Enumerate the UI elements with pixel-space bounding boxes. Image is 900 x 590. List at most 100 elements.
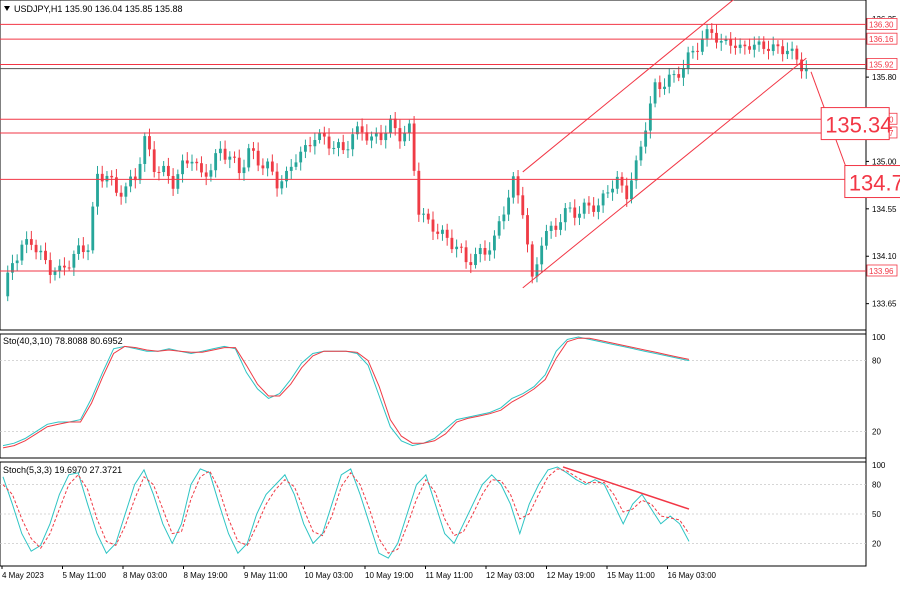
candle-body <box>318 133 322 141</box>
stochastic-5-tick-label: 20 <box>872 539 881 548</box>
candle-body <box>592 205 596 212</box>
stochastic-40-tick-label: 100 <box>872 333 886 342</box>
candle-body <box>677 74 681 78</box>
candle-body <box>25 239 29 245</box>
symbol-info-label: USDJPY,H1 135.90 136.04 135.85 135.88 <box>14 4 182 14</box>
candle-body <box>445 229 449 238</box>
candle-body <box>516 176 520 196</box>
candle-body <box>181 160 184 175</box>
target-annotation-box <box>844 165 900 199</box>
candle-body <box>228 156 232 160</box>
candle-body <box>686 52 690 69</box>
time-tick-label: 9 May 11:00 <box>244 571 288 580</box>
candle-body <box>785 50 789 55</box>
candle-body <box>204 172 208 177</box>
candle-body <box>105 175 109 182</box>
target-annotation-label: 135.34 <box>825 113 892 138</box>
candle-body <box>34 244 38 253</box>
candle-body <box>11 263 14 273</box>
candle-body <box>218 148 222 154</box>
candle-body <box>719 41 723 43</box>
candle-body <box>412 123 416 171</box>
candle-body <box>308 145 312 147</box>
stochastic-40-tick-label: 80 <box>872 357 881 366</box>
candle-body <box>280 181 284 189</box>
candle-body <box>143 136 147 164</box>
candle-body <box>44 250 47 261</box>
candle-body <box>653 82 657 104</box>
candle-body <box>606 192 610 194</box>
stochastic-5-main-line <box>2 466 690 559</box>
candle-body <box>294 162 298 167</box>
triangle-down-icon[interactable] <box>4 6 10 11</box>
candle-body <box>351 134 355 150</box>
candle-body <box>540 245 544 265</box>
candle-body <box>696 50 700 52</box>
candle-body <box>384 132 388 141</box>
candle-body <box>554 225 558 230</box>
candle-body <box>450 237 454 250</box>
time-tick-label: 4 May 2023 <box>2 571 44 580</box>
target-annotation-box <box>820 107 890 141</box>
candle-body <box>544 230 548 246</box>
candle-body <box>767 48 770 52</box>
candle-body <box>152 149 156 172</box>
candle-body <box>682 68 685 78</box>
candle-body <box>86 250 90 253</box>
time-tick-label: 5 May 11:00 <box>63 571 107 580</box>
candle-body <box>100 173 104 182</box>
candle-body <box>431 219 435 232</box>
time-tick-label: 8 May 03:00 <box>123 571 168 580</box>
candle-body <box>474 254 477 266</box>
candle-body <box>6 272 10 297</box>
candle-body <box>455 246 459 250</box>
candle-body <box>464 247 468 263</box>
candle-body <box>162 165 166 173</box>
time-axis: 4 May 2023 5 May 11:00 8 May 03:00 8 May 19… <box>1 566 717 580</box>
candle-body <box>502 214 506 222</box>
level-label: 136.30 <box>869 20 894 29</box>
candle-body <box>148 136 151 150</box>
candle-body <box>634 160 638 181</box>
target-annotation-label: 134.79 <box>849 171 900 196</box>
candle-body <box>133 176 137 181</box>
candle-body <box>124 186 128 197</box>
candle-body <box>341 142 345 151</box>
candle-body <box>743 44 747 47</box>
stochastic-5-tick-label: 50 <box>872 510 881 519</box>
time-tick-label: 16 May 03:00 <box>668 571 717 580</box>
candle-body <box>304 145 307 152</box>
time-tick-label: 10 May 19:00 <box>365 571 414 580</box>
candle-body <box>507 197 511 215</box>
candle-body <box>625 185 629 200</box>
candle-body <box>601 193 605 206</box>
candle-body <box>483 248 487 255</box>
candle-body <box>757 41 761 45</box>
candle-body <box>223 148 227 160</box>
candle-body <box>521 195 525 216</box>
candle-body <box>48 260 52 275</box>
candle-body <box>114 177 118 193</box>
level-label: 136.16 <box>869 35 894 44</box>
candle-body <box>53 271 57 275</box>
candle-body <box>578 213 581 218</box>
level-label-box <box>866 58 898 70</box>
candle-body <box>275 171 279 189</box>
candle-body <box>469 262 473 266</box>
candle-body <box>171 176 175 189</box>
candle-body <box>176 174 180 189</box>
candle-body <box>209 170 213 177</box>
stochastic-40-signal-line <box>2 337 690 449</box>
level-label: 135.92 <box>869 60 894 69</box>
level-label: 133.96 <box>869 267 894 276</box>
candle-body <box>526 215 529 245</box>
candle-body <box>478 248 482 255</box>
candle-body <box>752 44 756 50</box>
stochastic-5-signal-line <box>2 468 690 554</box>
candle-body <box>247 148 251 168</box>
time-tick-label: 8 May 19:00 <box>184 571 229 580</box>
candle-body <box>781 46 785 55</box>
candle-body <box>360 126 364 133</box>
